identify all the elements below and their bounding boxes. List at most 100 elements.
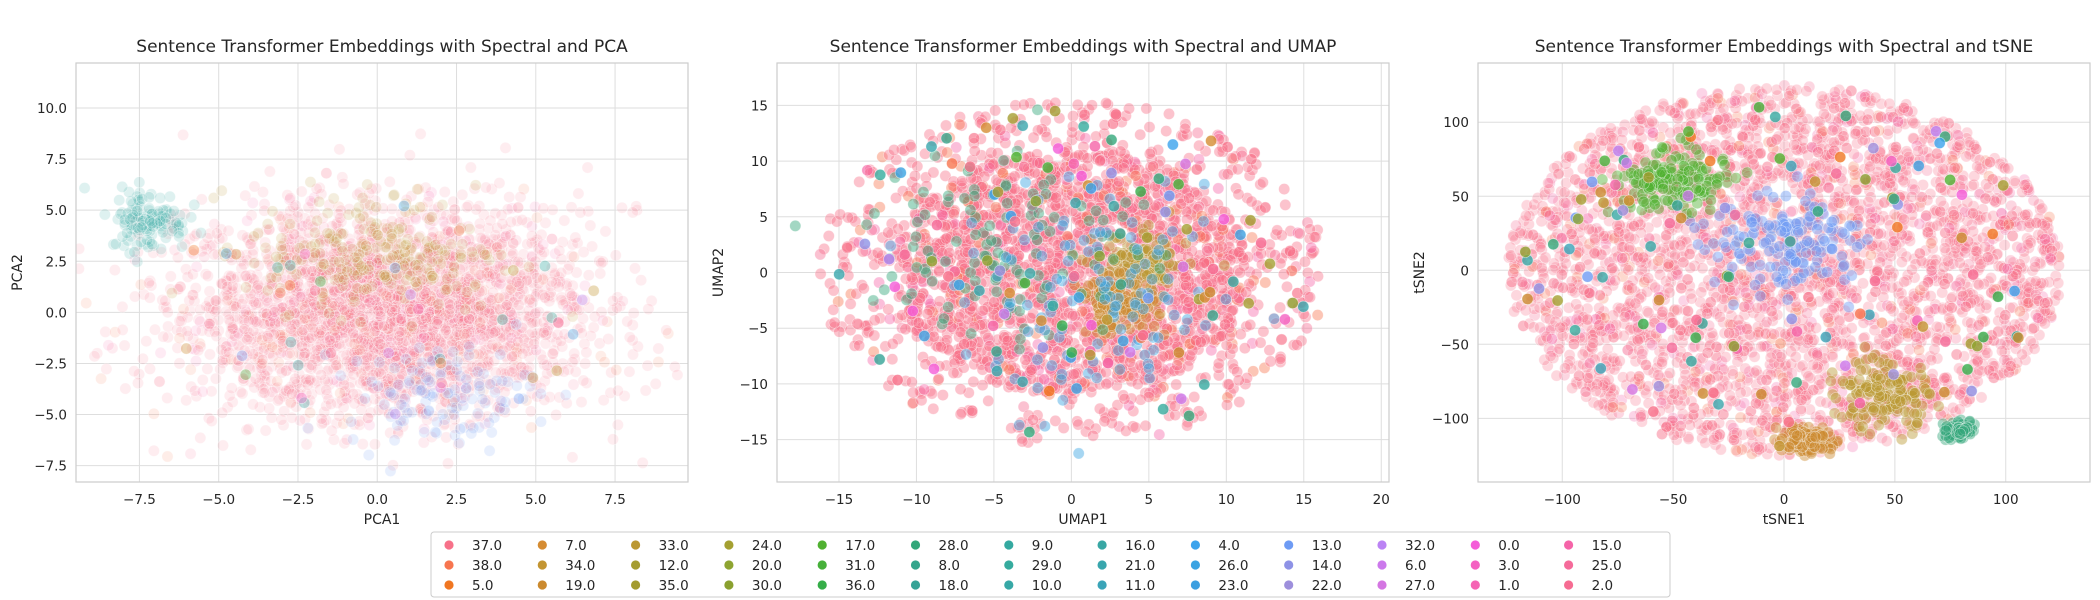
scatter-point (388, 362, 401, 374)
scatter-point (426, 269, 439, 282)
scatter-point (594, 267, 607, 280)
scatter-point (166, 287, 178, 299)
scatter-point (469, 278, 482, 291)
scatter-point (566, 451, 579, 464)
scatter-point (523, 260, 535, 273)
scatter-point (607, 433, 619, 446)
scatter-point (476, 393, 489, 406)
scatter-point (581, 161, 594, 174)
scatter-point (535, 348, 547, 361)
scatter-point (236, 387, 249, 400)
scatter-point (239, 269, 252, 282)
scatter-point (574, 206, 587, 219)
scatter-point (241, 214, 254, 227)
scatter-point (635, 274, 647, 287)
scatter-point (198, 250, 211, 263)
scatter-point (525, 405, 537, 418)
scatter-point (587, 284, 600, 297)
scatter-point (154, 192, 167, 204)
scatter-point (159, 211, 172, 224)
scatter-point (411, 264, 424, 277)
scatter-point (649, 377, 662, 390)
scatter-point (248, 230, 260, 243)
scatter-point (652, 342, 665, 355)
scatter-point (337, 177, 350, 190)
scatter-point (345, 376, 358, 389)
scatter-point (595, 257, 608, 269)
scatter-point (419, 312, 432, 324)
scatter-point (499, 141, 512, 154)
scatter-point (1205, 344, 1218, 357)
scatter-point (641, 359, 654, 372)
scatter-point (304, 176, 317, 188)
scatter-point (283, 309, 296, 321)
scatter-point (347, 433, 359, 446)
scatter-point (171, 251, 184, 264)
scatter-point (445, 238, 457, 251)
scatter-point (1170, 378, 1183, 391)
scatter-point (210, 330, 223, 342)
scatter-point (221, 280, 234, 293)
scatter-point (102, 339, 115, 352)
scatter-point (239, 189, 252, 202)
scatter-point (314, 275, 327, 288)
scatter-point (263, 165, 276, 178)
scatter-point (192, 344, 205, 357)
scatter-point (425, 211, 438, 223)
scatter-point (495, 248, 507, 261)
scatter-point (371, 229, 384, 241)
scatter-point (514, 191, 527, 203)
scatter-point (629, 262, 641, 275)
scatter-point (500, 299, 513, 312)
scatter-point (400, 353, 412, 366)
scatter-point (196, 374, 209, 386)
scatter-point (215, 184, 228, 197)
scatter-point (301, 422, 314, 434)
scatter-point (552, 316, 565, 329)
scatter-point (315, 369, 328, 381)
scatter-point (529, 307, 542, 320)
scatter-point (161, 450, 174, 463)
scatter-point (129, 290, 141, 303)
x-tick-label: 2.5 (446, 492, 467, 508)
scatter-point (242, 423, 255, 435)
scatter-point (284, 192, 297, 204)
scatter-point (248, 257, 260, 270)
scatter-point (526, 229, 538, 242)
scatter-point (559, 389, 572, 401)
scatter-point (249, 372, 262, 385)
scatter-point (128, 246, 141, 259)
scatter-point (453, 224, 465, 237)
scatter-point (325, 398, 337, 410)
scatter-point (304, 374, 317, 387)
scatter-point (250, 315, 263, 328)
scatter-point (210, 227, 223, 240)
scatter-point (354, 316, 367, 328)
scatter-point (323, 334, 336, 347)
scatter-point (385, 387, 397, 400)
scatter-point (612, 418, 624, 431)
scatter-point (558, 214, 571, 227)
scatter-point (510, 318, 523, 331)
scatter-point (163, 190, 176, 203)
scatter-point (361, 178, 374, 191)
scatter-point (336, 228, 349, 241)
x-tick-label: 5 (1145, 492, 1154, 508)
scatter-point (78, 182, 91, 194)
scatter-point (383, 175, 396, 188)
x-tick-label: −10 (902, 492, 931, 508)
scatter-point (582, 301, 595, 314)
scatter-point (223, 346, 235, 359)
scatter-point (142, 277, 155, 289)
y-tick-label: −7.5 (34, 459, 67, 475)
scatter-point (296, 340, 309, 353)
y-tick-label: −10 (740, 377, 769, 393)
scatter-point (414, 384, 427, 397)
scatter-point (99, 208, 111, 221)
scatter-point (513, 392, 525, 405)
scatter-point (123, 213, 136, 226)
scatter-point (429, 426, 442, 439)
scatter-point (220, 247, 233, 260)
scatter-point (534, 387, 547, 400)
